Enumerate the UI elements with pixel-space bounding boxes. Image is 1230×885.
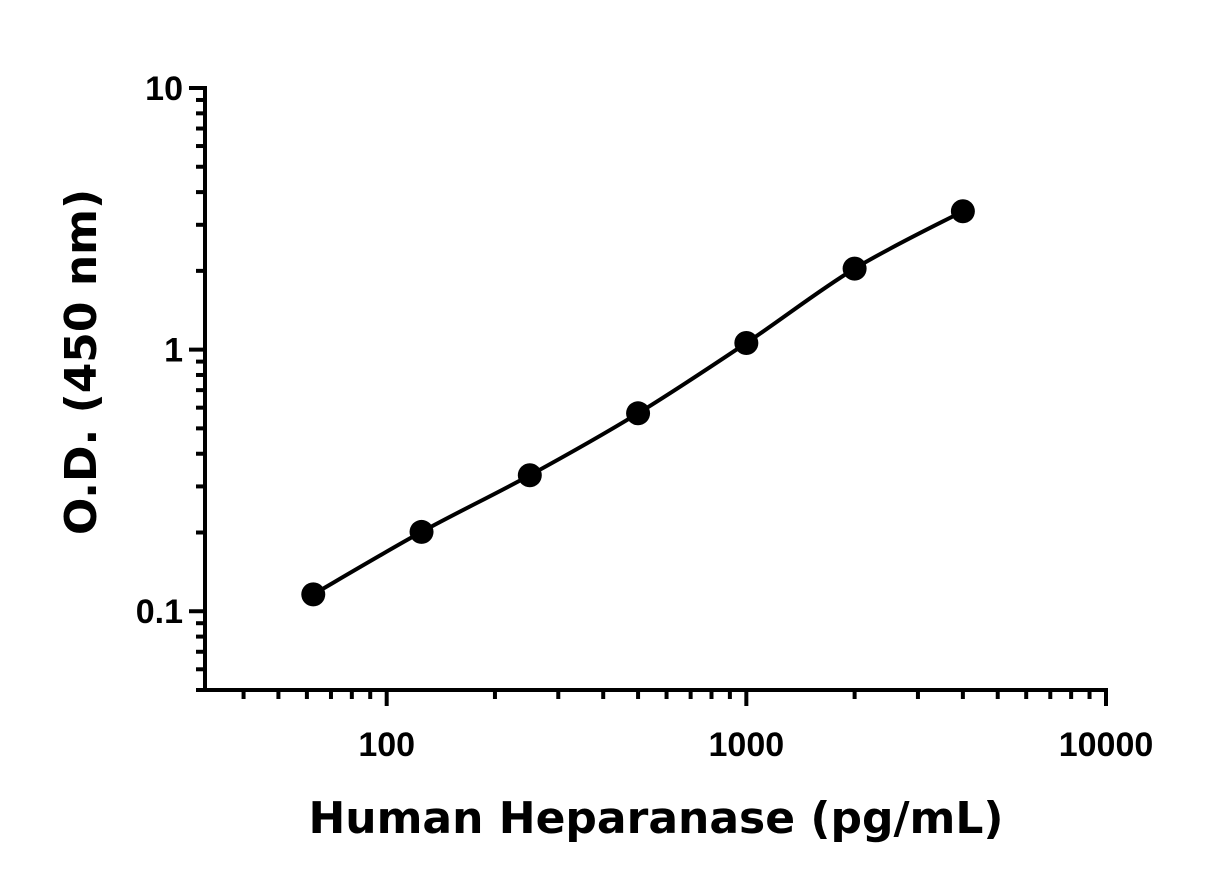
y-tick-label: 10 [145, 70, 183, 108]
ticks [189, 86, 1108, 706]
x-tick-label: 10000 [1059, 726, 1154, 764]
x-tick-label: 100 [358, 726, 415, 764]
y-tick-label: 1 [164, 332, 183, 370]
data-point [409, 519, 434, 544]
data-point [301, 582, 326, 607]
data-points [301, 199, 975, 607]
data-point [626, 401, 651, 426]
data-point [950, 199, 975, 224]
axes [203, 86, 1108, 692]
data-point [734, 331, 759, 356]
tick-labels: 0.1 1 10 100 1000 10000 [136, 70, 1154, 764]
data-point [842, 256, 867, 281]
y-axis-title: O.D. (450 nm) [56, 189, 107, 535]
data-point [517, 463, 542, 488]
x-tick-label: 1000 [709, 726, 785, 764]
y-tick-label: 0.1 [136, 593, 183, 631]
x-axis-title: Human Heparanase (pg/mL) [308, 793, 1003, 844]
